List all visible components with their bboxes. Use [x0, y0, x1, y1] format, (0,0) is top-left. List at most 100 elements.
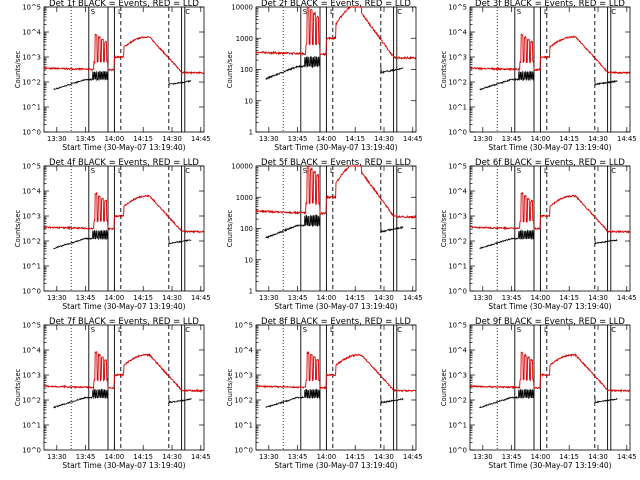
- series-events-line: [594, 396, 618, 404]
- x-tick-label: 13:45: [76, 453, 96, 461]
- y-tick-label: 10^4: [22, 347, 41, 355]
- x-axis-label: Start Time (30-May-07 13:19:40): [488, 461, 611, 470]
- annotation-S: S: [91, 326, 95, 334]
- series-events-line: [168, 397, 192, 404]
- x-tick-label: 13:45: [502, 453, 522, 461]
- y-tick-label: 10^1: [448, 422, 467, 430]
- annotation-L: L: [330, 8, 334, 16]
- plot-frame: [43, 165, 205, 292]
- x-tick-label: 14:30: [162, 453, 182, 461]
- annotation-C: C: [611, 326, 616, 334]
- x-axis-label: Start Time (30-May-07 13:19:40): [62, 302, 185, 311]
- panel-title: Det 9f BLACK = Events, RED = LLD: [475, 317, 625, 327]
- x-axis-label: Start Time (30-May-07 13:19:40): [488, 302, 611, 311]
- y-axis-label: Counts/sec: [440, 369, 448, 407]
- y-tick-label: 10^4: [448, 29, 467, 37]
- panel-det-7: Det 7f BLACK = Events, RED = LLD Start Ti…: [14, 317, 211, 470]
- annotation-S: S: [303, 167, 307, 175]
- panel-title: Det 2f BLACK = Events, RED = LLD: [261, 0, 411, 9]
- y-tick-label: 10000: [231, 4, 253, 12]
- panel-det-3: Det 3f BLACK = Events, RED = LLD Start Ti…: [440, 0, 637, 152]
- x-tick-label: 14:30: [374, 294, 394, 302]
- annotation-C: C: [397, 326, 402, 334]
- series-events-line: [479, 388, 535, 409]
- series-events-line: [265, 388, 321, 408]
- x-axis-label: Start Time (30-May-07 13:19:40): [62, 143, 185, 152]
- y-tick-label: 10^0: [22, 129, 41, 137]
- x-axis-label: Start Time (30-May-07 13:19:40): [274, 461, 397, 470]
- y-tick-label: 10^4: [448, 347, 467, 355]
- y-tick-label: 10^5: [22, 163, 41, 171]
- x-tick-label: 13:30: [259, 453, 279, 461]
- x-tick-label: 13:45: [288, 453, 308, 461]
- y-axis-label: Counts/sec: [14, 210, 22, 248]
- series-lld-line: [469, 351, 631, 393]
- y-axis-label: Counts/sec: [14, 369, 22, 407]
- x-axis-label: Start Time (30-May-07 13:19:40): [488, 143, 611, 152]
- y-tick-label: 10^2: [22, 397, 41, 405]
- y-axis-label: Counts/sec: [440, 210, 448, 248]
- annotation-L: L: [118, 326, 122, 334]
- series-events-line: [479, 229, 535, 250]
- x-tick-label: 14:00: [317, 453, 337, 461]
- series-events-line: [594, 238, 618, 245]
- panel-title: Det 7f BLACK = Events, RED = LLD: [49, 317, 199, 327]
- x-tick-label: 14:00: [531, 453, 551, 461]
- x-tick-label: 14:00: [531, 135, 551, 143]
- y-tick-label: 10^4: [448, 188, 467, 196]
- annotation-L: L: [118, 8, 122, 16]
- y-tick-label: 10^3: [448, 54, 467, 62]
- series-lld-line: [43, 33, 205, 75]
- y-tick-label: 10^3: [22, 372, 41, 380]
- series-lld-line: [469, 192, 631, 234]
- plot-frame: [469, 165, 631, 292]
- y-tick-label: 10^1: [22, 104, 41, 112]
- y-tick-label: 10^2: [448, 79, 467, 87]
- annotation-C: C: [611, 167, 616, 175]
- panel-det-9: Det 9f BLACK = Events, RED = LLD Start Ti…: [440, 317, 637, 470]
- annotation-L: L: [330, 326, 334, 334]
- x-tick-label: 14:00: [105, 294, 125, 302]
- x-tick-label: 13:45: [76, 294, 96, 302]
- x-tick-label: 14:00: [105, 453, 125, 461]
- y-tick-label: 10^3: [448, 372, 467, 380]
- x-tick-label: 14:15: [345, 294, 365, 302]
- x-tick-label: 14:15: [559, 453, 579, 461]
- x-tick-label: 13:30: [259, 135, 279, 143]
- y-tick-label: 10^0: [448, 447, 467, 455]
- x-tick-label: 13:30: [47, 294, 67, 302]
- series-events-line: [168, 79, 192, 86]
- x-tick-label: 14:30: [162, 294, 182, 302]
- panel-title: Det 1f BLACK = Events, RED = LLD: [49, 0, 199, 9]
- panel-det-6: Det 6f BLACK = Events, RED = LLD Start Ti…: [440, 158, 637, 311]
- series-lld-line: [255, 351, 417, 393]
- annotation-S: S: [517, 167, 521, 175]
- annotation-C: C: [185, 8, 190, 16]
- x-tick-label: 14:45: [191, 135, 211, 143]
- series-events-line: [380, 397, 404, 404]
- y-axis-label: Counts/sec: [226, 210, 234, 248]
- plot-frame: [469, 324, 631, 451]
- y-tick-label: 10^0: [448, 288, 467, 296]
- x-tick-label: 13:30: [47, 135, 67, 143]
- y-tick-label: 10^0: [22, 288, 41, 296]
- x-tick-label: 14:15: [133, 135, 153, 143]
- y-tick-label: 10^1: [448, 263, 467, 271]
- annotation-L: L: [330, 167, 334, 175]
- panel-title: Det 3f BLACK = Events, RED = LLD: [475, 0, 625, 9]
- annotation-C: C: [185, 326, 190, 334]
- y-tick-label: 10^2: [22, 79, 41, 87]
- series-events-line: [265, 214, 321, 239]
- x-tick-label: 14:45: [617, 453, 637, 461]
- y-tick-label: 10^5: [448, 322, 467, 330]
- y-tick-label: 1000: [236, 35, 253, 43]
- x-tick-label: 14:15: [345, 135, 365, 143]
- series-events-line: [53, 70, 109, 90]
- x-tick-label: 14:15: [133, 453, 153, 461]
- series-events-line: [168, 238, 192, 245]
- y-tick-label: 10000: [231, 163, 253, 171]
- x-tick-label: 14:45: [403, 294, 423, 302]
- y-tick-label: 10^3: [22, 54, 41, 62]
- y-axis-label: Counts/sec: [226, 51, 234, 89]
- panel-det-8: Det 8f BLACK = Events, RED = LLD Start Ti…: [226, 317, 423, 470]
